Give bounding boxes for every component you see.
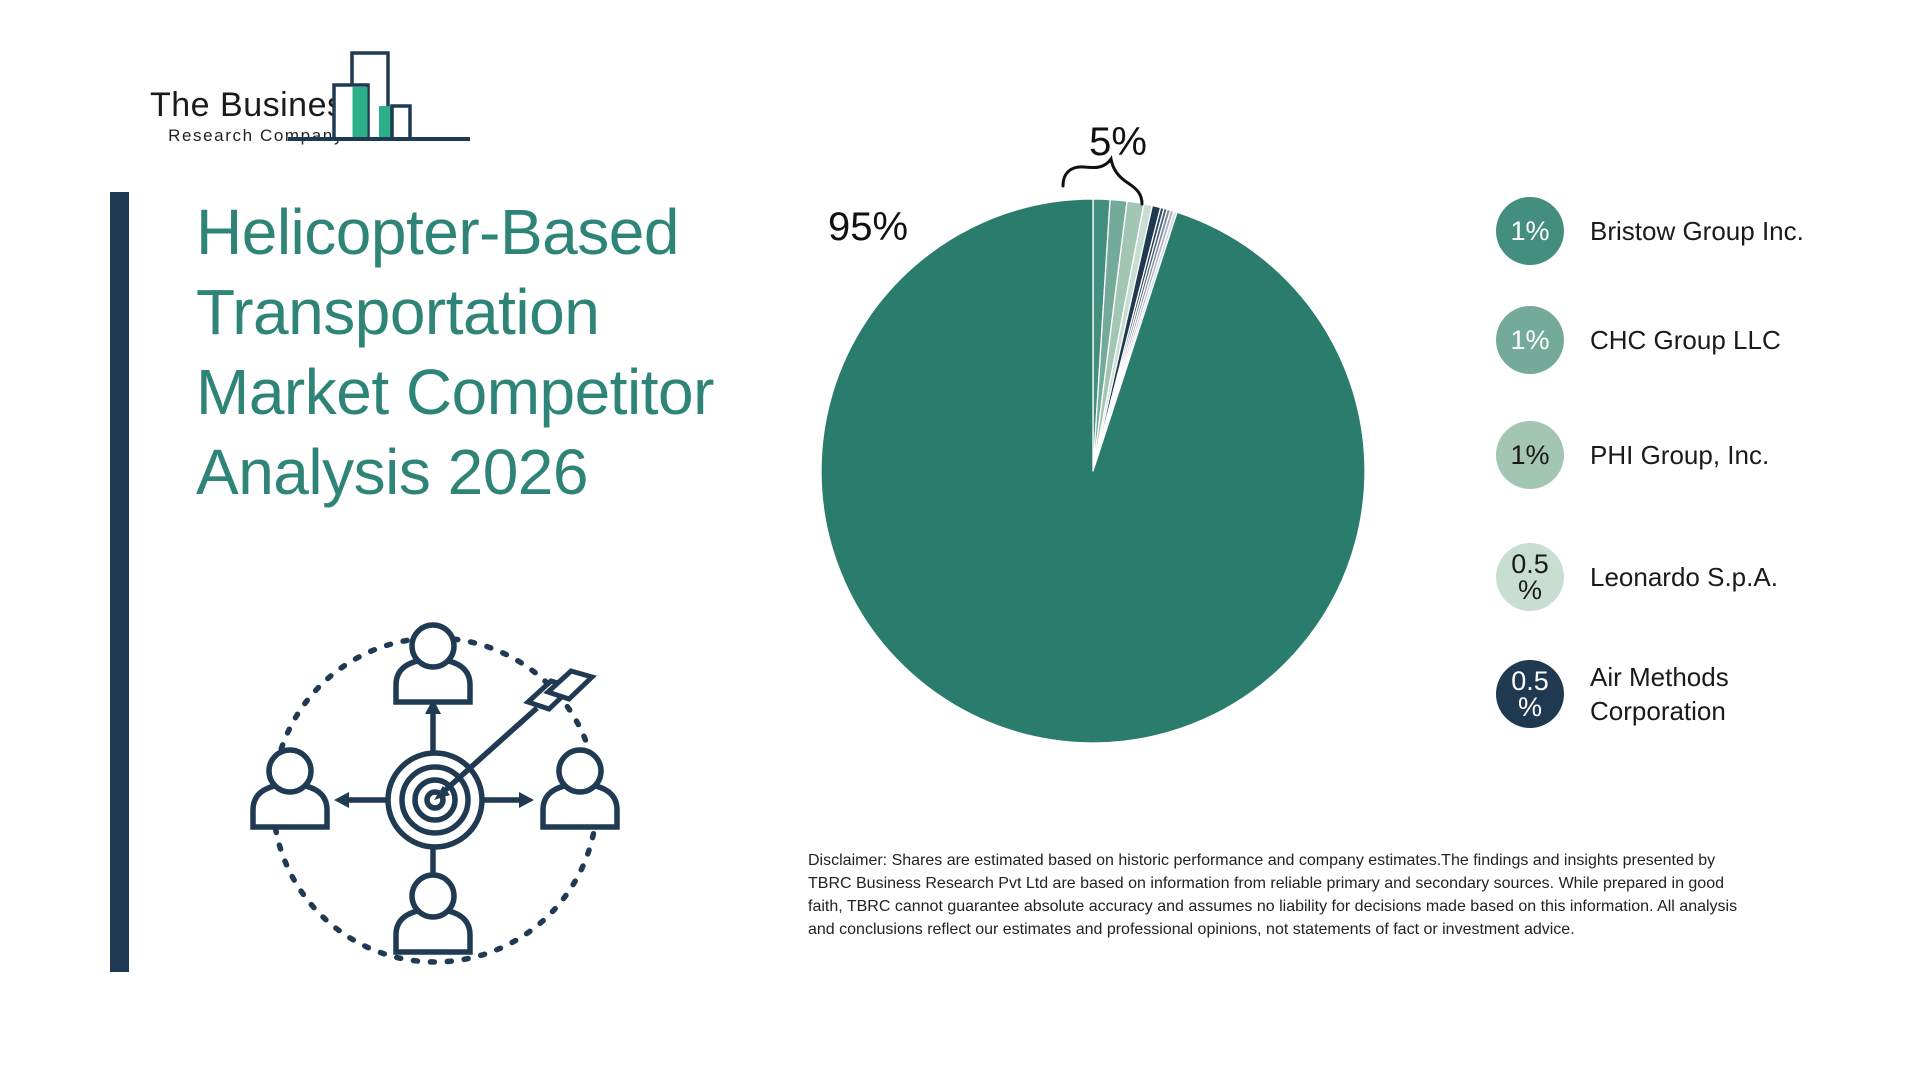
- legend-label: Leonardo S.p.A.: [1590, 562, 1778, 592]
- legend-value-badge: 0.5 %: [1496, 543, 1564, 611]
- legend: 1% Bristow Group Inc. 1% CHC Group LLC 1…: [1496, 0, 1856, 800]
- person-icon: [540, 747, 620, 830]
- legend-value: 1%: [1510, 325, 1550, 355]
- bullseye-target-icon: [385, 668, 597, 850]
- legend-item: 1% Bristow Group Inc.: [1496, 197, 1840, 265]
- pie-chart: [820, 198, 1366, 744]
- legend-value: 1%: [1510, 216, 1550, 246]
- title-line: Analysis 2026: [196, 436, 588, 508]
- disclaimer-line: Disclaimer: Shares are estimated based o…: [808, 852, 1716, 869]
- person-icon: [250, 747, 330, 830]
- person-icon: [393, 622, 473, 705]
- page-title: Helicopter-Based Transportation Market C…: [196, 192, 836, 512]
- person-icon: [393, 872, 473, 955]
- legend-value-badge: 1%: [1496, 306, 1564, 374]
- pie-slice: [820, 198, 1366, 744]
- legend-value: 1%: [1510, 440, 1550, 470]
- disclaimer-text: Disclaimer: Shares are estimated based o…: [808, 849, 1737, 941]
- legend-item: 1% CHC Group LLC: [1496, 306, 1840, 374]
- title-line: Market Competitor: [196, 356, 714, 428]
- logo-name-line1: The Business: [150, 86, 362, 124]
- legend-item: 1% PHI Group, Inc.: [1496, 421, 1840, 489]
- legend-item: 0.5 % Leonardo S.p.A.: [1496, 543, 1840, 611]
- legend-value-badge: 1%: [1496, 421, 1564, 489]
- legend-label: Air Methods Corporation: [1590, 662, 1729, 726]
- disclaimer-line: and conclusions reflect our estimates an…: [808, 921, 1575, 938]
- title-line: Helicopter-Based: [196, 196, 679, 268]
- brace-annotation-icon: [1061, 155, 1144, 206]
- pie-small-share-label: 5%: [1089, 120, 1147, 164]
- disclaimer-line: TBRC Business Research Pvt Ltd are based…: [808, 875, 1724, 892]
- accent-bar: [110, 192, 129, 972]
- legend-item: 0.5 % Air Methods Corporation: [1496, 660, 1840, 728]
- legend-label: Bristow Group Inc.: [1590, 216, 1804, 246]
- legend-label: PHI Group, Inc.: [1590, 440, 1770, 470]
- outward-arrows: [334, 699, 534, 901]
- legend-label: CHC Group LLC: [1590, 325, 1781, 355]
- bar-chart-logo-icon: [288, 51, 470, 141]
- pie-main-share-label: 95%: [827, 205, 909, 249]
- legend-value-badge: 0.5 %: [1496, 660, 1564, 728]
- competitor-target-illustration: [250, 622, 620, 965]
- dart-arrow-icon: [434, 668, 597, 800]
- legend-value-badge: 1%: [1496, 197, 1564, 265]
- disclaimer-line: faith, TBRC cannot guarantee absolute ac…: [808, 898, 1738, 915]
- legend-value: 0.5 %: [1511, 549, 1549, 605]
- legend-value: 0.5 %: [1511, 666, 1549, 722]
- title-line: Transportation: [196, 276, 600, 348]
